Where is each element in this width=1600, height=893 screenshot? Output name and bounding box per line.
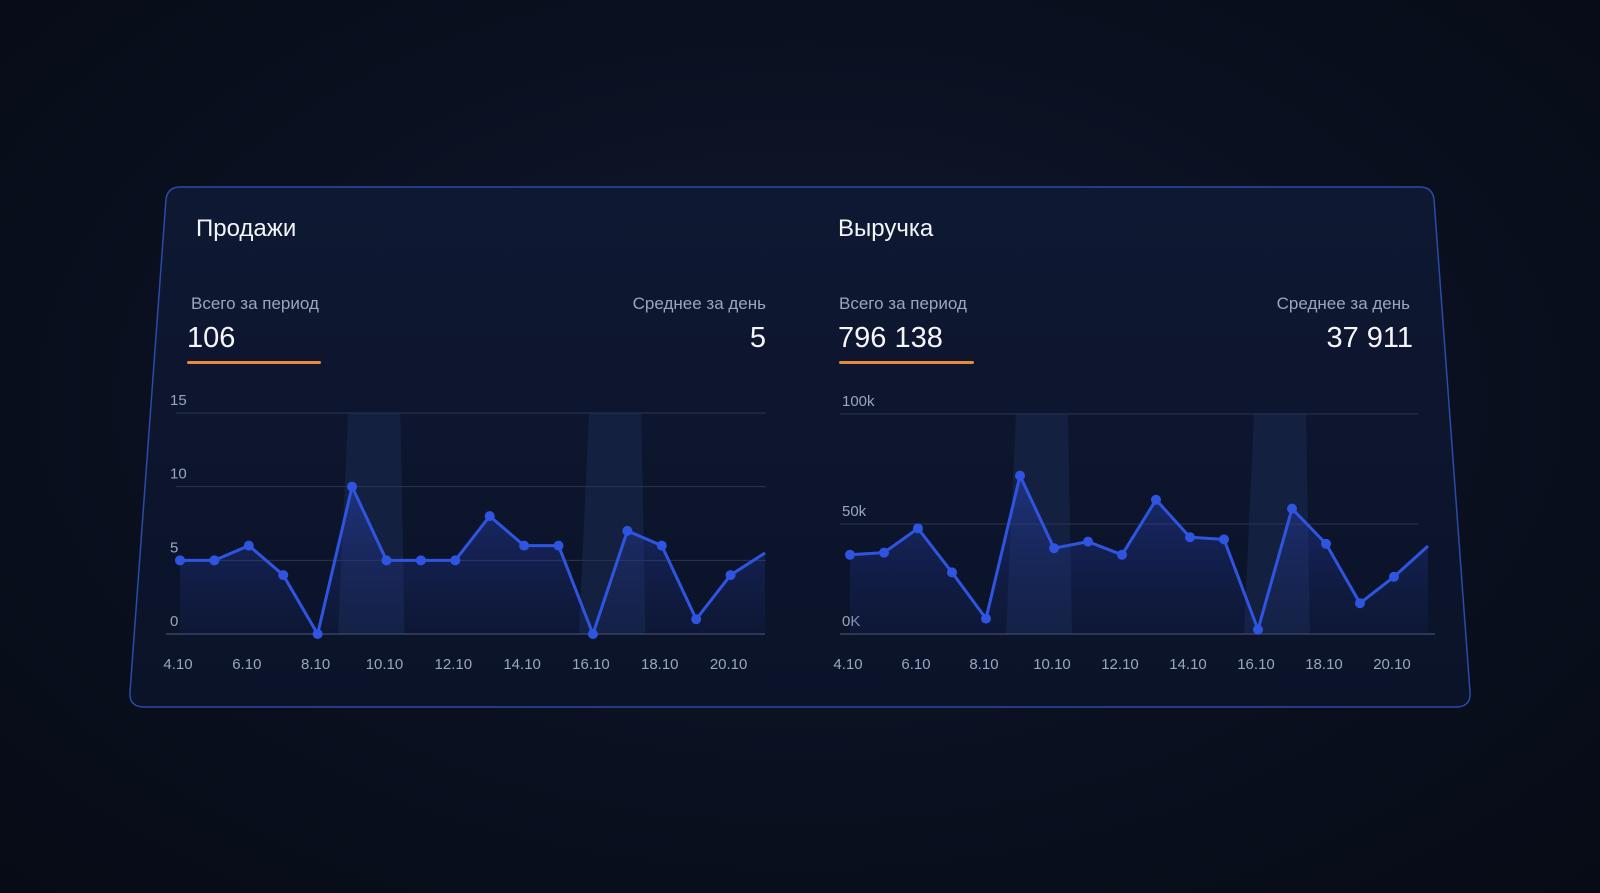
revenue-data-point — [1015, 470, 1025, 481]
sales-x-tick-label: 4.10 — [163, 656, 192, 673]
sales-x-tick-label: 18.10 — [641, 656, 679, 673]
sales-x-tick-label: 14.10 — [503, 656, 541, 673]
revenue-data-point — [1185, 532, 1195, 543]
revenue-x-tick-label: 18.10 — [1305, 656, 1343, 673]
revenue-data-point — [981, 613, 991, 624]
revenue-area — [850, 475, 1428, 634]
sales-data-point — [553, 540, 564, 551]
revenue-x-tick-label: 20.10 — [1373, 656, 1411, 673]
sales-data-point — [243, 540, 254, 551]
sales-chart: 0 5 10 15 4.10 6.10 8.10 10.10 12.10 14.10 16.10 18… — [163, 392, 766, 673]
revenue-y-tick-label: 50k — [842, 503, 867, 520]
sales-total-underline — [187, 361, 321, 364]
revenue-avg-value: 37 911 — [1326, 322, 1413, 354]
revenue-title: Выручка — [838, 215, 934, 242]
sales-data-point — [175, 555, 185, 566]
sales-data-point — [587, 629, 598, 639]
revenue-data-point — [947, 567, 957, 578]
revenue-chart: 0K50k100k4.106.108.1010.1012.1014.1016.1… — [833, 393, 1435, 673]
revenue-total-value: 796 138 — [838, 322, 943, 354]
sales-x-tick-label: 8.10 — [301, 656, 330, 673]
revenue-data-point — [1355, 598, 1365, 609]
revenue-total-label: Всего за период — [839, 294, 967, 313]
sales-avg-label: Среднее за день — [632, 294, 766, 313]
sales-total-label: Всего за период — [191, 294, 319, 313]
revenue-total-underline — [839, 361, 974, 364]
sales-data-point — [347, 481, 358, 492]
revenue-x-tick-label: 10.10 — [1033, 656, 1071, 673]
revenue-x-tick-label: 14.10 — [1169, 656, 1207, 673]
sales-data-point — [381, 555, 392, 566]
revenue-x-tick-label: 6.10 — [901, 656, 930, 673]
revenue-data-point — [1389, 571, 1399, 582]
sales-data-point — [209, 555, 220, 566]
revenue-series-line — [849, 474, 1430, 632]
sales-data-point — [450, 555, 461, 566]
sales-data-point — [278, 570, 289, 581]
sales-x-tick-label: 6.10 — [232, 656, 261, 673]
sales-data-point — [622, 525, 633, 536]
sales-x-tick-label: 16.10 — [572, 656, 610, 673]
sales-y-tick-label: 15 — [170, 392, 187, 409]
sales-y-tick-label: 0 — [170, 613, 178, 630]
revenue-y-tick-label: 100k — [842, 393, 875, 410]
sales-series-line — [180, 485, 766, 636]
revenue-data-point — [1049, 543, 1059, 554]
sales-avg-value: 5 — [749, 322, 766, 354]
sales-x-tick-label: 10.10 — [366, 656, 404, 673]
sales-data-point — [484, 511, 495, 522]
sales-y-tick-label: 5 — [170, 539, 178, 556]
revenue-x-tick-label: 12.10 — [1101, 656, 1139, 673]
sales-data-point — [312, 629, 323, 639]
revenue-data-point — [1321, 538, 1331, 549]
revenue-data-point — [1151, 494, 1161, 505]
revenue-x-tick-label: 8.10 — [969, 656, 998, 673]
sales-x-tick-label: 20.10 — [710, 656, 748, 673]
sales-data-point — [415, 555, 426, 566]
revenue-data-point — [1287, 503, 1297, 514]
revenue-avg-label: Среднее за день — [1276, 294, 1410, 313]
revenue-data-point — [845, 549, 855, 560]
revenue-x-tick-label: 16.10 — [1237, 656, 1275, 673]
revenue-data-point — [1117, 549, 1127, 560]
sales-data-point — [519, 540, 530, 551]
sales-total-value: 106 — [187, 322, 236, 354]
sales-x-tick-label: 12.10 — [435, 656, 473, 673]
revenue-data-point — [1219, 534, 1229, 545]
revenue-data-point — [879, 547, 889, 558]
sales-area — [180, 486, 765, 634]
revenue-data-point — [913, 523, 923, 534]
sales-data-point — [691, 614, 702, 625]
revenue-x-tick-label: 4.10 — [833, 656, 862, 673]
revenue-data-point — [1083, 536, 1093, 547]
sales-data-point — [725, 570, 736, 581]
revenue-data-point — [1253, 624, 1263, 635]
sales-data-point — [656, 540, 667, 551]
sales-title: Продажи — [196, 215, 297, 242]
sales-y-tick-label: 10 — [170, 466, 187, 483]
